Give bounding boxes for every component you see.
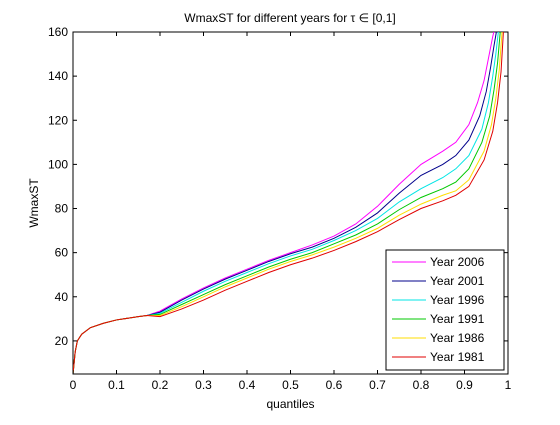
y-tick-label: 100 <box>48 157 68 171</box>
legend-label: Year 2006 <box>430 255 485 269</box>
x-axis: 0 0.1 0.2 0.3 0.4 0.5 0.6 0.7 0.8 0.9 1 <box>70 32 512 392</box>
x-tick-label: 0.7 <box>369 378 386 392</box>
legend-label: Year 1996 <box>430 293 485 307</box>
y-tick-label: 20 <box>55 334 69 348</box>
legend-label: Year 2001 <box>430 274 485 288</box>
x-tick-label: 0.4 <box>239 378 256 392</box>
y-tick-label: 80 <box>55 202 69 216</box>
y-tick-label: 60 <box>55 246 69 260</box>
x-tick-label: 0.3 <box>195 378 212 392</box>
chart-title: WmaxST for different years for τ ∈ [0,1] <box>184 11 396 25</box>
y-tick-label: 160 <box>48 25 68 39</box>
x-tick-label: 0.1 <box>108 378 125 392</box>
series-line-year-1981 <box>73 32 504 374</box>
x-tick-label: 0.5 <box>282 378 299 392</box>
legend-label: Year 1991 <box>430 312 485 326</box>
y-axis-title: WmaxST <box>27 178 41 228</box>
y-tick-label: 40 <box>55 290 69 304</box>
x-tick-label: 0.6 <box>326 378 343 392</box>
x-tick-label: 0.8 <box>413 378 430 392</box>
x-tick-label: 1 <box>505 378 512 392</box>
legend: Year 2006 Year 2001 Year 1996 Year 1991 Year… <box>385 249 505 371</box>
legend-label: Year 1981 <box>430 350 485 364</box>
x-axis-title: quantiles <box>266 397 314 411</box>
y-axis: 20 40 60 80 100 120 140 160 <box>48 25 508 348</box>
y-tick-label: 120 <box>48 113 68 127</box>
y-tick-label: 140 <box>48 69 68 83</box>
x-tick-label: 0.9 <box>456 378 473 392</box>
x-tick-label: 0 <box>70 378 77 392</box>
legend-label: Year 1986 <box>430 331 485 345</box>
legend-box <box>385 249 505 371</box>
x-tick-label: 0.2 <box>152 378 169 392</box>
series-lines <box>73 32 504 374</box>
